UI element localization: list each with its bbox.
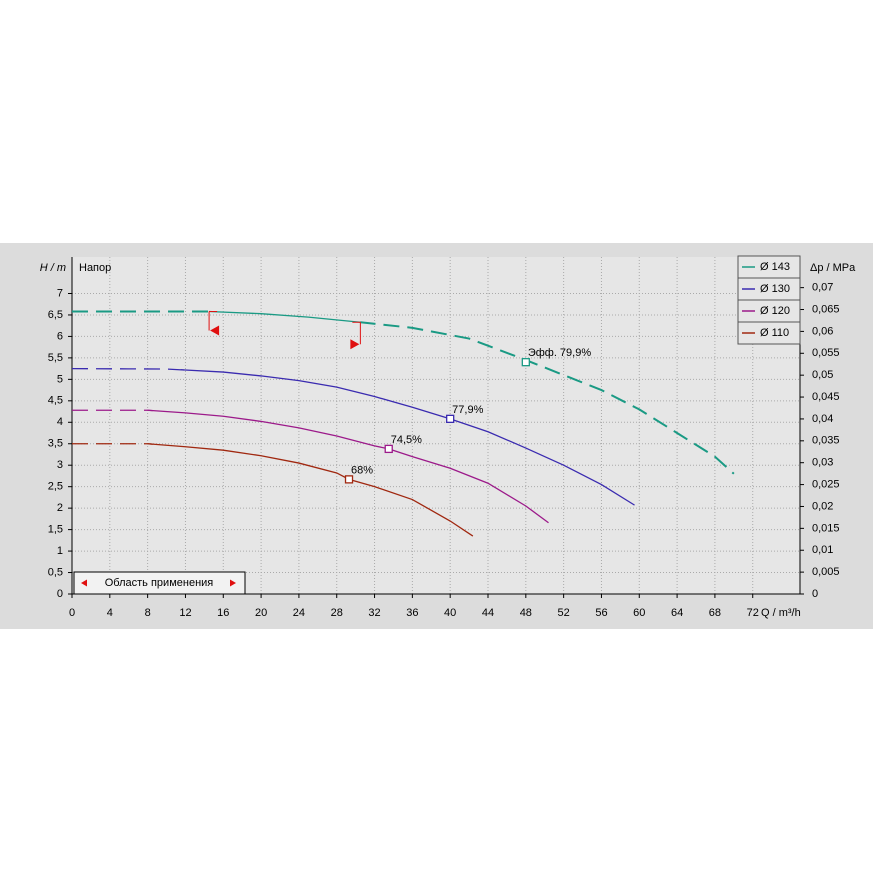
y2-tick-label: 0,04 (812, 413, 833, 425)
x-tick-label: 0 (69, 607, 75, 619)
efficiency-marker (344, 475, 354, 484)
efficiency-marker (384, 444, 393, 454)
y-tick-label: 3 (57, 459, 63, 471)
efficiency-label: 74,5% (391, 434, 422, 446)
x-tick-label: 4 (107, 607, 113, 619)
y-tick-label: 5,5 (48, 352, 63, 364)
efficiency-marker (521, 358, 530, 367)
x-tick-label: 56 (595, 607, 607, 619)
y2-tick-label: 0,055 (812, 347, 840, 359)
x-tick-label: 64 (671, 607, 683, 619)
x-tick-label: 28 (331, 607, 343, 619)
y2-axis-label: Δp / MPa (810, 262, 856, 274)
range-label: Область применения (105, 577, 214, 589)
y2-tick-label: 0 (812, 588, 818, 600)
y2-tick-label: 0,07 (812, 282, 833, 294)
y-tick-label: 5 (57, 373, 63, 385)
x-tick-label: 20 (255, 607, 267, 619)
efficiency-label: Эфф. 79,9% (528, 347, 592, 359)
x-tick-label: 36 (406, 607, 418, 619)
x-axis-label: Q / m³/h (761, 607, 801, 619)
efficiency-label: 68% (351, 464, 373, 476)
y-tick-label: 4 (57, 416, 63, 428)
x-tick-label: 24 (293, 607, 305, 619)
y-axis-sublabel: Напор (79, 262, 111, 274)
y2-tick-label: 0,02 (812, 500, 833, 512)
efficiency-label: 77,9% (452, 404, 483, 416)
curve-solid (147, 443, 474, 537)
legend-entry (737, 321, 801, 345)
y2-tick-label: 0,05 (812, 369, 833, 381)
y-tick-label: 0,5 (48, 566, 63, 578)
y-axis-label: H / m (40, 262, 66, 274)
y-tick-label: 3,5 (48, 438, 63, 450)
x-tick-label: 68 (709, 607, 721, 619)
x-tick-label: 8 (145, 607, 151, 619)
y-tick-label: 4,5 (48, 395, 63, 407)
range-arrow (210, 325, 220, 336)
x-tick-label: 12 (179, 607, 191, 619)
y-tick-label: 2,5 (48, 481, 63, 493)
y-tick-label: 6 (57, 330, 63, 342)
range-legend (73, 571, 246, 595)
y2-tick-label: 0,01 (812, 544, 833, 556)
x-tick-label: 32 (368, 607, 380, 619)
y-tick-label: 2 (57, 502, 63, 514)
y-tick-label: 0 (57, 588, 63, 600)
x-tick-label: 44 (482, 607, 494, 619)
y2-tick-label: 0,005 (812, 566, 840, 578)
x-tick-label: 72 (747, 607, 759, 619)
efficiency-marker (446, 414, 455, 423)
y-tick-label: 1 (57, 545, 63, 557)
y2-tick-label: 0,035 (812, 435, 840, 447)
y2-tick-label: 0,03 (812, 457, 833, 469)
legend-label: Ø 130 (760, 283, 790, 295)
y-tick-label: 1,5 (48, 524, 63, 536)
x-tick-label: 16 (217, 607, 229, 619)
y2-tick-label: 0,025 (812, 478, 840, 490)
curve-solid (147, 409, 549, 524)
y2-tick-label: 0,065 (812, 303, 840, 315)
y2-tick-label: 0,06 (812, 325, 833, 337)
y2-tick-label: 0,015 (812, 522, 840, 534)
curve-solid (180, 369, 635, 506)
legend-label: Ø 143 (760, 261, 790, 273)
legend-label: Ø 120 (760, 305, 790, 317)
x-tick-label: 52 (558, 607, 570, 619)
x-tick-label: 48 (520, 607, 532, 619)
y-tick-label: 7 (57, 287, 63, 299)
legend-label: Ø 110 (760, 327, 789, 339)
y2-tick-label: 0,045 (812, 391, 840, 403)
range-arrow (350, 339, 360, 350)
x-tick-label: 60 (633, 607, 645, 619)
x-tick-label: 40 (444, 607, 456, 619)
y-tick-label: 6,5 (48, 309, 63, 321)
plot-area (72, 257, 800, 594)
